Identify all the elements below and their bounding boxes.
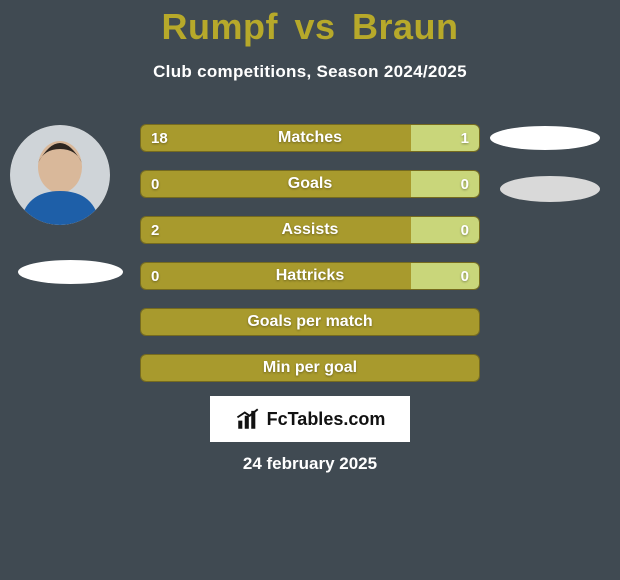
avatar-player1-image — [10, 125, 110, 225]
subtitle: Club competitions, Season 2024/2025 — [0, 62, 620, 82]
vs-label: vs — [294, 6, 335, 47]
watermark-text: FcTables.com — [267, 409, 386, 430]
chart-icon — [235, 406, 261, 432]
pedestal-shadow-right-bottom — [500, 176, 600, 202]
stat-value-right: 0 — [451, 171, 479, 197]
stat-row: Goals per match — [140, 308, 480, 336]
pedestal-shadow-left — [18, 260, 123, 284]
stat-row: Assists20 — [140, 216, 480, 244]
pedestal-shadow-right-top — [490, 126, 600, 150]
watermark: FcTables.com — [210, 396, 410, 442]
stat-row: Hattricks00 — [140, 262, 480, 290]
stat-row: Min per goal — [140, 354, 480, 382]
stat-seg-left — [141, 171, 411, 197]
stat-row: Matches181 — [140, 124, 480, 152]
stat-value-right: 0 — [451, 217, 479, 243]
footer-date: 24 february 2025 — [0, 454, 620, 474]
stat-seg-left — [141, 217, 411, 243]
player1-name: Rumpf — [161, 6, 277, 47]
stat-seg-left — [141, 309, 479, 335]
stat-row: Goals00 — [140, 170, 480, 198]
stat-value-right: 0 — [451, 263, 479, 289]
stat-seg-left — [141, 355, 479, 381]
stat-value-left: 2 — [141, 217, 169, 243]
infographic-root: Rumpf vs Braun Club competitions, Season… — [0, 0, 620, 580]
stat-value-left: 0 — [141, 263, 169, 289]
stat-bars: Matches181Goals00Assists20Hattricks00Goa… — [140, 124, 480, 400]
avatar-player1 — [10, 125, 110, 225]
stat-value-left: 0 — [141, 171, 169, 197]
page-title: Rumpf vs Braun — [0, 0, 620, 48]
stat-value-right: 1 — [451, 125, 479, 151]
player2-name: Braun — [352, 6, 459, 47]
stat-seg-left — [141, 125, 411, 151]
stat-seg-left — [141, 263, 411, 289]
stat-value-left: 18 — [141, 125, 178, 151]
